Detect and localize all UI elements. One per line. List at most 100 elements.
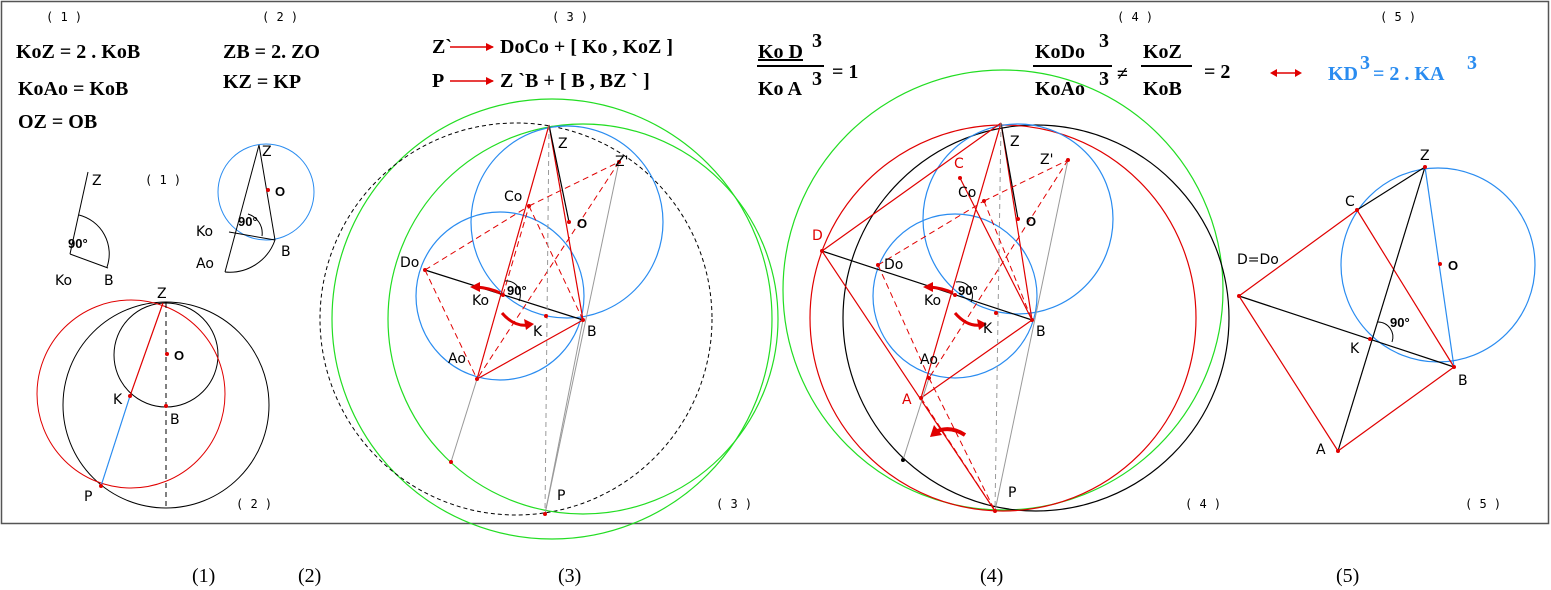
point-ao-fig3 [475, 377, 479, 381]
fraction-p3-denominator: Ko A [758, 78, 802, 100]
fraction-p4-1-exp-top: 3 [1099, 30, 1109, 52]
label-co-fig3: Co [504, 189, 522, 205]
label-a-fig5: A [1316, 442, 1326, 458]
dashed-co-zp-fig4 [983, 159, 1069, 202]
green-circle-inner-fig3 [387, 123, 779, 515]
segment-z-a-fig4 [920, 122, 1002, 399]
rotation-arrowhead-lower-fig3 [524, 319, 534, 330]
segment-z-o-fig4 [1000, 122, 1019, 220]
point-zp-fig3 [617, 160, 621, 164]
sub-number-4: ( 4 ) [1185, 497, 1221, 511]
fraction-p3-exp-bottom: 3 [812, 68, 822, 90]
dashed-co-zp-fig3 [528, 161, 620, 207]
point-ko-fig3 [501, 293, 505, 297]
rotation-arrowhead-bottom-fig4 [930, 425, 942, 437]
black-circle-fig4 [842, 124, 1230, 512]
segment-z-d-fig4 [821, 122, 1002, 252]
fraction-p4-1-numerator: KoDo [1035, 41, 1085, 63]
equation-p3-line1-left: Z` [432, 36, 452, 58]
segment-d-c-fig5 [1238, 209, 1358, 297]
equation-p3-line2-left: P [432, 70, 444, 92]
sub-number-3: ( 3 ) [716, 497, 752, 511]
label-ko-fig3: Ko [472, 293, 489, 309]
segment-z-b-fig3 [548, 124, 584, 321]
equation-p1-line2: KoAo = KoB [18, 78, 128, 100]
label-ko-fig2: Ko [196, 224, 213, 240]
red-circle [36, 299, 226, 489]
point-d-fig5 [1237, 294, 1241, 298]
caption-5: (5) [1336, 565, 1359, 587]
label-b-fig2: B [281, 244, 291, 260]
fraction-p4-2-numerator: KoZ [1143, 41, 1182, 63]
rotation-arrowhead-upper-fig4 [923, 282, 933, 292]
label-o-fig2-lower: O [174, 348, 184, 363]
double-arrowhead-right [1295, 69, 1302, 77]
point-p-fig2-lower [99, 484, 103, 488]
label-p-fig2-lower: P [84, 489, 92, 505]
right-angle-mark: 90° [68, 236, 88, 251]
label-b-fig2-lower: B [170, 412, 180, 428]
gray-ao-ext-fig4 [902, 377, 930, 461]
point-ao-fig4 [927, 376, 931, 380]
label-k-fig2-lower: K [113, 392, 123, 408]
label-b-fig4: B [1036, 324, 1046, 340]
label-d-fig4: D [812, 228, 823, 244]
segment-d-a-fig5 [1238, 295, 1339, 452]
label-co-fig4: Co [958, 185, 976, 201]
label-o-fig2: O [275, 184, 285, 199]
figure-3: 90° Z Z' Co O Do Ko K B Ao P ( 3 ) [319, 98, 779, 540]
panel-number-4: ( 4 ) [1117, 10, 1153, 24]
label-o-fig3: O [577, 216, 587, 231]
dashed-ko-co-fig3 [502, 205, 530, 296]
label-z-fig2-lower: Z [157, 286, 167, 302]
red-circle-fig4 [809, 124, 1197, 512]
segment-k-p-blue [100, 395, 131, 487]
point-k-fig4 [994, 311, 998, 315]
label-p-fig4: P [1008, 485, 1016, 501]
point-b-fig5 [1452, 365, 1456, 369]
fraction-p4-2-denominator: KoB [1143, 78, 1182, 100]
point-k-fig5 [1368, 337, 1372, 341]
segment-c-b-fig4 [959, 177, 1033, 321]
black-dashed-circle-fig3 [319, 122, 713, 516]
label-z-fig1: Z [92, 173, 102, 189]
segment-z-ao [224, 144, 260, 273]
caption-4: (4) [980, 565, 1003, 587]
blue-circle-lower-fig3 [415, 211, 585, 381]
label-zp-fig3: Z' [615, 154, 628, 170]
segment-z-b-fig4 [1000, 122, 1033, 321]
point-d-fig4 [820, 249, 824, 253]
label-k-fig5: K [1350, 341, 1360, 357]
right-angle-arc-fig5 [1377, 321, 1394, 343]
label-c-fig5: C [1345, 194, 1355, 210]
point-c-fig5 [1355, 208, 1359, 212]
blue-circle-small [217, 143, 315, 241]
figure-2-small: 90° O Z Ko Ao B [196, 143, 315, 273]
label-z-fig3: Z [558, 136, 568, 152]
point-a-fig5 [1336, 449, 1340, 453]
sub-number-1: ( 1 ) [145, 173, 181, 187]
point-do-fig4 [876, 263, 880, 267]
caption-3: (3) [558, 565, 581, 587]
dashed-a-p-fig4 [920, 397, 996, 512]
segment-z-o-fig3 [548, 124, 570, 223]
gray-ao-ext-fig3 [450, 378, 478, 463]
green-circle-fig4 [782, 69, 1224, 511]
double-arrowhead-left [1270, 69, 1277, 77]
point-o-fig2-lower [165, 352, 169, 356]
dashed-do-co-fig4 [877, 200, 985, 266]
point-b-fig4 [1030, 318, 1034, 322]
point-b-fig2-lower [164, 404, 168, 408]
label-ao-fig2: Ao [196, 256, 214, 272]
dashed-do-ao-fig4 [877, 264, 930, 379]
segment-ko-z [69, 171, 89, 255]
point-o-fig5 [1438, 262, 1442, 266]
fraction-p4-result: = 2 [1204, 61, 1230, 83]
panel-number-3: ( 3 ) [552, 10, 588, 24]
equation-p1-line1: KoZ = 2 . KoB [16, 41, 140, 63]
segment-z-ao-fig3 [476, 124, 550, 380]
rotation-arrowhead-lower-fig4 [977, 319, 987, 330]
point-k-fig2-lower [128, 394, 132, 398]
panel-number-1: ( 1 ) [46, 10, 82, 24]
